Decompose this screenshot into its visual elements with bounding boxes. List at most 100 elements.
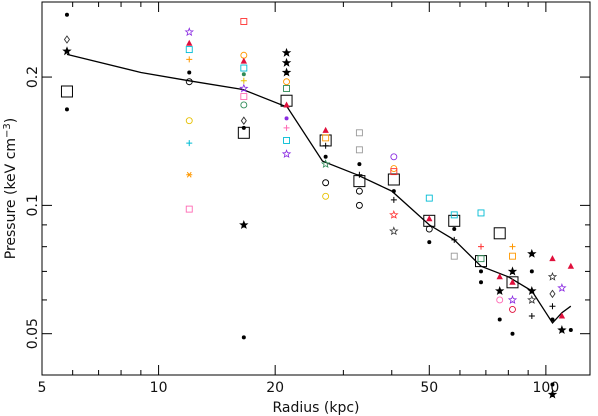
data-point-triangle [322,126,329,133]
data-point-triangle [426,215,433,222]
data-point-diamond [549,289,556,299]
data-point-star [184,27,194,37]
data-point-square [477,255,485,263]
data-point-dot [479,280,484,285]
x-tick-label: 5 [38,380,47,396]
data-point-circle [185,117,193,125]
data-point-star [527,294,537,304]
data-point-star [527,285,537,295]
data-point-star [281,57,292,67]
data-point-dot [427,240,432,245]
data-point-dot [568,328,573,333]
data-point-dot [241,72,246,77]
data-point-square [185,46,193,54]
data-point-star [389,226,399,236]
data-point-dot [529,269,534,274]
major-ticks [41,2,590,375]
data-point-square [240,18,248,25]
data-point-cross [186,56,193,63]
data-point-cross [549,303,556,310]
data-point-square [450,211,458,219]
data-point-square [355,129,363,137]
data-point-square [390,168,398,176]
data-point-circle [240,51,248,59]
data-point-square [355,146,363,154]
data-point-dot [64,107,69,112]
y-tick-label: 0.2 [25,66,41,88]
data-point-star [281,149,292,159]
x-tick-label: 10 [150,380,168,396]
data-point-star [320,159,331,168]
data-point-circle [390,153,398,161]
large-square-point [448,214,461,227]
data-point-cross [451,236,458,243]
data-point-star [495,285,505,295]
large-square-point [506,276,519,289]
data-point-square [283,85,290,92]
minor-ticks [42,2,590,375]
data-point-cross [528,313,535,320]
data-point-circle [496,296,504,304]
data-point-circle [355,201,363,209]
data-point-star [557,325,567,335]
large-square-point [387,173,400,186]
y-axis-label-close: ) [3,118,19,123]
data-point-triangle [240,57,248,64]
y-tick-label: 0.1 [25,194,41,216]
data-point-dot [479,269,484,274]
data-point-dot [550,317,555,322]
scatter-points-group [62,12,575,399]
data-point-dot [64,12,69,17]
data-point-square [185,205,193,213]
y-axis-label-main: Pressure (keV cm [3,138,19,259]
data-point-dot [241,335,246,340]
data-point-cross [356,171,363,178]
data-point-circle [355,187,363,195]
fit-line-group [66,53,572,324]
data-point-star [389,209,399,219]
data-point-dot [452,227,457,232]
x-tick-label: 50 [420,380,438,396]
data-point-circle [322,179,330,187]
data-point-cross [240,77,247,84]
data-point-dot [357,162,362,167]
data-point-triangle [558,312,566,319]
data-point-square [509,252,516,260]
fit-line [66,53,572,324]
data-point-dot [510,331,515,336]
data-point-star [527,248,537,258]
data-point-asterisk [186,171,193,178]
data-point-triangle [186,39,193,46]
x-axis-label: Radius (kpc) [272,400,359,416]
data-point-square [450,252,458,260]
data-point-diamond [240,116,247,125]
data-point-cross [390,196,397,203]
data-point-circle [322,192,330,200]
data-point-cross [478,243,485,250]
data-point-square [240,64,248,72]
data-point-star [62,46,72,56]
data-point-circle [240,101,248,109]
data-point-square [425,194,433,202]
large-square-point [60,85,73,98]
data-point-dot [497,317,502,322]
y-axis-label-exponent: −3 [2,123,13,138]
data-point-triangle [283,101,290,108]
data-point-dot [284,116,289,121]
plot-frame [41,1,591,376]
data-point-star [239,219,249,229]
data-point-square [240,93,248,101]
data-point-square [283,137,290,144]
data-point-dot [187,70,192,75]
data-point-cross [186,140,193,147]
data-point-star [507,294,518,304]
x-tick-label: 20 [266,380,284,396]
data-point-star [557,283,567,293]
data-point-diamond [63,35,71,44]
data-point-cross [509,243,516,250]
data-point-circle [185,78,193,86]
data-point-circle [425,225,433,233]
large-square-point [493,227,506,240]
